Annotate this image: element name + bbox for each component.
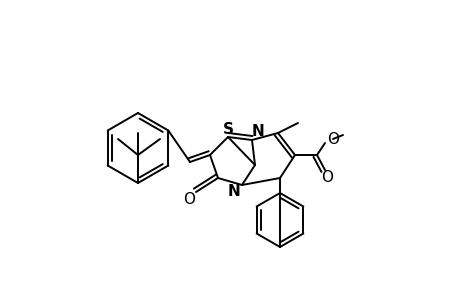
Text: S: S xyxy=(222,122,233,137)
Text: O: O xyxy=(326,131,338,146)
Text: N: N xyxy=(251,124,264,140)
Text: O: O xyxy=(320,170,332,185)
Text: N: N xyxy=(227,184,240,200)
Text: O: O xyxy=(183,191,195,206)
